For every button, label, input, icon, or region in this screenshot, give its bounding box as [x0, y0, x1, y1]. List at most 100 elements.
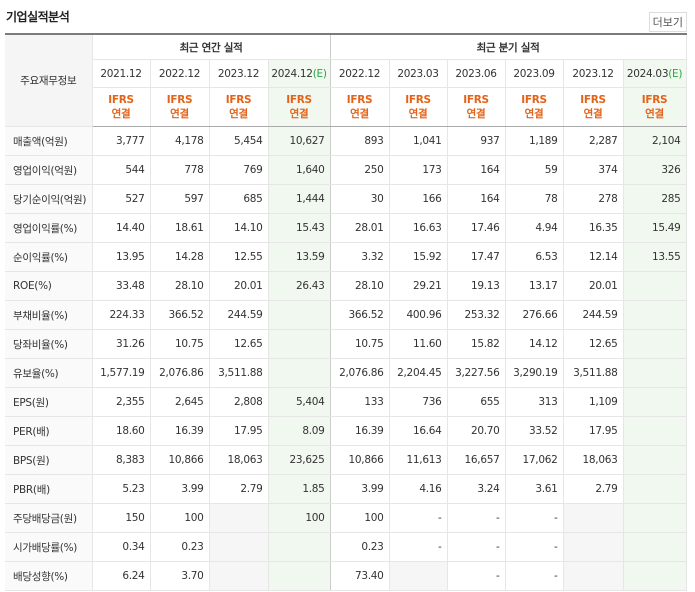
value-cell: 164: [447, 155, 506, 185]
value-cell: -: [447, 561, 506, 591]
empty-cell: [563, 503, 624, 533]
value-cell: -: [389, 503, 448, 533]
empty-cell: [623, 503, 687, 533]
value-cell: 3,227.56: [447, 358, 506, 388]
data-row: 당기순이익(억원) 527 597 685 1,444 30 166 164 78 278 285: [5, 184, 687, 214]
value-cell: 10,627: [268, 126, 331, 156]
value-cell: 16.64: [389, 416, 448, 446]
value-cell: 28.10: [330, 271, 390, 301]
value-cell: 736: [389, 387, 448, 417]
data-row: PBR(배) 5.23 3.99 2.79 1.85 3.99 4.16 3.24 3.61 2.…: [5, 474, 687, 504]
data-row: EPS(원) 2,355 2,645 2,808 5,404 133 736 655 313 1,…: [5, 387, 687, 417]
value-cell: 326: [623, 155, 687, 185]
value-cell: 166: [389, 184, 448, 214]
value-cell: 2,104: [623, 126, 687, 156]
row-label: PBR(배): [5, 474, 93, 504]
value-cell: 13.59: [268, 242, 331, 272]
value-cell: 366.52: [150, 300, 210, 330]
accounting-text: IFRS: [346, 94, 373, 106]
period: 2024.03(E): [623, 59, 687, 88]
period: 2024.12(E): [268, 59, 331, 88]
value-cell: 3.99: [330, 474, 390, 504]
value-cell: -: [447, 532, 506, 562]
data-row: 시가배당률(%) 0.34 0.23 0.23- - -: [5, 532, 687, 562]
value-cell: 10.75: [150, 329, 210, 359]
period-date: 2022.12: [338, 67, 381, 80]
data-row: 매출액(억원) 3,777 4,178 5,454 10,627 893 1,041 937 1…: [5, 126, 687, 156]
value-cell: 16.39: [150, 416, 210, 446]
period: 2021.12: [92, 59, 151, 88]
value-cell: 33.48: [92, 271, 151, 301]
row-label: 시가배당률(%): [5, 532, 93, 562]
empty-cell: [623, 474, 687, 504]
accounting: IFRS 연결: [447, 87, 506, 127]
value-cell: 16.63: [389, 213, 448, 243]
value-cell: 2,076.86: [330, 358, 390, 388]
value-cell: 14.28: [150, 242, 210, 272]
value-cell: 14.12: [505, 329, 564, 359]
value-cell: 2,076.86: [150, 358, 210, 388]
value-cell: 1,109: [563, 387, 624, 417]
value-cell: 173: [389, 155, 448, 185]
accounting-text: 연결: [170, 108, 189, 120]
value-cell: 1,444: [268, 184, 331, 214]
value-cell: 29.21: [389, 271, 448, 301]
value-cell: 285: [623, 184, 687, 214]
value-cell: 2,204.45: [389, 358, 448, 388]
financial-table: 주요재무정보 최근 연간 실적 최근 분기 실적 2021.12 2022.12 2023…: [5, 33, 687, 591]
period: 2023.03: [389, 59, 448, 88]
value-cell: 18.60: [92, 416, 151, 446]
value-cell: 12.55: [209, 242, 269, 272]
accounting: IFRS 연결: [389, 87, 448, 127]
empty-cell: [623, 416, 687, 446]
data-row: 주당배당금(원) 150 100 100 100- - -: [5, 503, 687, 533]
value-cell: 374: [563, 155, 624, 185]
value-cell: 3,290.19: [505, 358, 564, 388]
value-cell: 6.24: [92, 561, 151, 591]
accounting-text: IFRS: [286, 94, 312, 106]
value-cell: 18,063: [563, 445, 624, 475]
value-cell: -: [389, 532, 448, 562]
value-cell: 78: [505, 184, 564, 214]
corner-header: 주요재무정보: [5, 33, 93, 127]
accounting-text: 연결: [466, 108, 486, 120]
period-row: 2021.12 2022.12 2023.12 2024.12(E) 2022.12 20…: [5, 59, 687, 88]
value-cell: 10.75: [330, 329, 390, 359]
period-date: 2023.09: [513, 67, 555, 80]
more-link[interactable]: 더보기: [648, 12, 687, 32]
period-date: 2022.12: [158, 67, 201, 80]
value-cell: 3.32: [330, 242, 390, 272]
row-label: 주당배당금(원): [5, 503, 93, 533]
period-date: 2021.12: [100, 67, 142, 80]
value-cell: 769: [209, 155, 269, 185]
value-cell: 15.43: [268, 213, 331, 243]
period-date: 2023.06: [455, 67, 497, 80]
accounting-text: IFRS: [580, 94, 606, 106]
value-cell: 2.79: [563, 474, 624, 504]
value-cell: 0.34: [92, 532, 151, 562]
value-cell: 10,866: [150, 445, 210, 475]
value-cell: 8.09: [268, 416, 331, 446]
empty-cell: [563, 561, 624, 591]
period: 2023.12: [563, 59, 624, 88]
value-cell: 250: [330, 155, 390, 185]
row-label: BPS(원): [5, 445, 93, 475]
accounting: IFRS 연결: [268, 87, 331, 127]
row-label: 순이익률(%): [5, 242, 93, 272]
value-cell: 73.40: [330, 561, 390, 591]
value-cell: 13.17: [505, 271, 564, 301]
empty-cell: [623, 445, 687, 475]
value-cell: 224.33: [92, 300, 151, 330]
value-cell: 100: [150, 503, 210, 533]
value-cell: 2,355: [92, 387, 151, 417]
value-cell: 937: [447, 126, 506, 156]
value-cell: 2.79: [209, 474, 269, 504]
value-cell: 15.49: [623, 213, 687, 243]
value-cell: 164: [447, 184, 506, 214]
value-cell: 19.13: [447, 271, 506, 301]
value-cell: 778: [150, 155, 210, 185]
value-cell: 28.01: [330, 213, 390, 243]
period: 2023.12: [209, 59, 269, 88]
value-cell: 1,041: [389, 126, 448, 156]
